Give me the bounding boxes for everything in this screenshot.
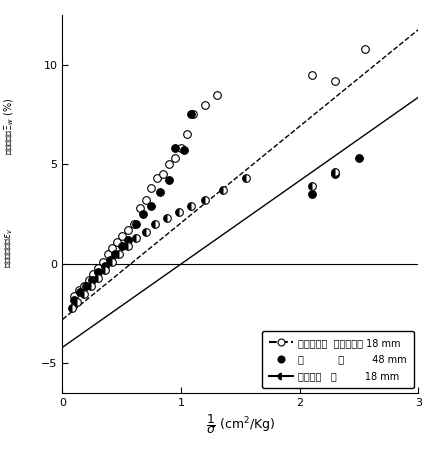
- X-axis label: $\dfrac{1}{\sigma}$ (cm$^2$/Kg): $\dfrac{1}{\sigma}$ (cm$^2$/Kg): [206, 412, 275, 436]
- Text: 吸排水率　$\Xi_w$ (%): 吸排水率 $\Xi_w$ (%): [2, 97, 16, 155]
- Text: 凍結膨張率　$\varepsilon_v$: 凍結膨張率 $\varepsilon_v$: [3, 228, 15, 268]
- Legend: 凍結膨張率  試験体厚さ 18 mm, 〃           〃         48 mm, 吸排水率   〃         18 mm: 凍結膨張率 試験体厚さ 18 mm, 〃 〃 48 mm, 吸排水率 〃 18 …: [262, 331, 414, 388]
